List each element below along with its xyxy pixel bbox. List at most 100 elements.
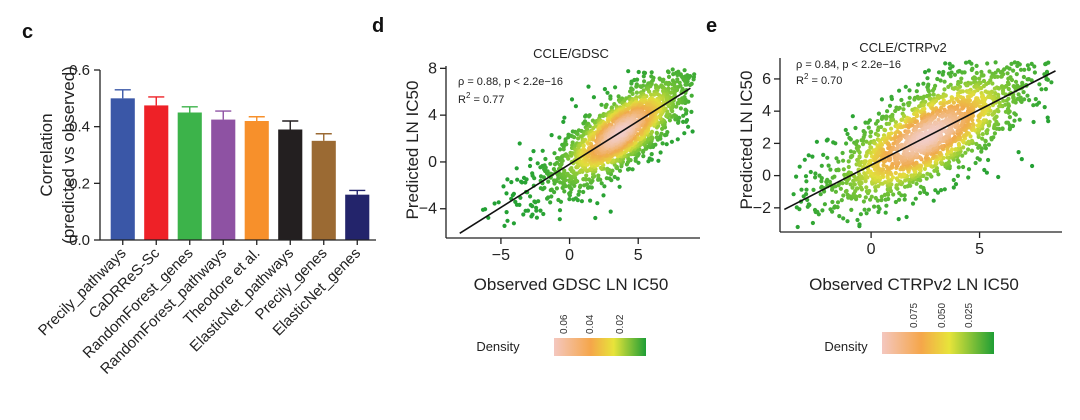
- bar-2: [177, 112, 202, 240]
- scatter-point: [1009, 77, 1015, 83]
- scatter-point: [652, 92, 657, 97]
- scatter-point: [981, 118, 987, 123]
- scatter-point: [654, 135, 659, 140]
- scatter-point: [966, 167, 972, 172]
- scatter-point: [525, 208, 531, 213]
- scatter-point: [540, 148, 545, 153]
- scatter-point: [534, 215, 540, 220]
- scatter-point: [925, 76, 930, 81]
- scatter-point: [682, 78, 687, 83]
- scatter-point: [649, 70, 654, 75]
- scatter-point: [690, 129, 695, 134]
- scatter-point: [1011, 84, 1016, 89]
- scatter-point: [822, 202, 828, 207]
- scatter-point: [907, 95, 912, 100]
- scatter-point: [592, 120, 598, 125]
- scatter-point: [970, 121, 976, 127]
- scatter-point: [598, 165, 604, 170]
- scatter-point: [878, 181, 884, 186]
- scatter-e-r2-stat: R2 = 0.70: [796, 72, 842, 87]
- scatter-point: [590, 137, 596, 142]
- scatter-point: [581, 143, 586, 148]
- scatter-point: [902, 114, 907, 119]
- scatter-point: [850, 185, 855, 190]
- scatter-point: [596, 173, 601, 178]
- scatter-point: [841, 216, 846, 221]
- scatter-point: [872, 204, 877, 209]
- scatter-point: [879, 198, 884, 203]
- scatter-point: [1032, 64, 1037, 69]
- scatter-point: [556, 197, 561, 203]
- scatter-point: [565, 171, 570, 176]
- scatter-point: [884, 164, 889, 169]
- scatter-point: [849, 154, 855, 159]
- scatter-point: [528, 157, 533, 162]
- scatter-d-legend-title: Density: [476, 339, 520, 354]
- scatter-point: [848, 182, 853, 187]
- scatter-point: [691, 77, 696, 82]
- bar-y-tick-label: 0.0: [69, 232, 90, 249]
- scatter-point: [858, 185, 864, 190]
- scatter-point: [910, 201, 916, 206]
- scatter-point: [642, 79, 647, 84]
- scatter-e-legend-colorbar: [882, 332, 994, 354]
- scatter-point: [916, 82, 921, 87]
- scatter-point: [951, 86, 957, 91]
- scatter-point: [999, 74, 1004, 79]
- scatter-point: [876, 133, 881, 138]
- scatter-point: [615, 176, 620, 181]
- scatter-point: [996, 174, 1001, 180]
- scatter-point: [613, 85, 618, 90]
- y-tick-label: 8: [428, 60, 437, 77]
- scatter-point: [640, 128, 645, 133]
- scatter-point: [917, 142, 922, 147]
- scatter-point: [856, 144, 861, 149]
- scatter-point: [654, 130, 659, 135]
- scatter-point: [943, 61, 948, 66]
- scatter-point: [890, 161, 895, 167]
- scatter-point: [914, 181, 919, 186]
- scatter-point: [528, 194, 533, 199]
- scatter-point: [983, 138, 988, 143]
- scatter-panel-e: CCLE/CTRPv2 ρ = 0.84, p < 2.2e−16 R2 = 0…: [737, 40, 1062, 354]
- scatter-point: [617, 184, 622, 189]
- scatter-point: [617, 168, 623, 173]
- scatter-point: [546, 195, 551, 200]
- y-tick-label: 6: [762, 71, 771, 88]
- scatter-point: [666, 70, 671, 75]
- scatter-point: [917, 163, 922, 168]
- scatter-point: [1012, 118, 1017, 123]
- scatter-point: [841, 158, 846, 163]
- scatter-point: [997, 104, 1002, 109]
- scatter-point: [665, 130, 670, 135]
- scatter-point: [983, 89, 988, 94]
- scatter-d-legend-tick-1: 0.06: [559, 314, 570, 334]
- scatter-point: [548, 200, 553, 205]
- bar-6: [311, 140, 336, 240]
- scatter-point: [873, 121, 879, 126]
- scatter-e-legend-tick-1: 0.075: [909, 303, 920, 328]
- scatter-point: [595, 201, 600, 206]
- scatter-point: [858, 212, 864, 217]
- scatter-point: [872, 141, 877, 146]
- scatter-point: [907, 182, 912, 188]
- y-tick-label: 4: [762, 103, 771, 120]
- scatter-point: [968, 81, 973, 86]
- scatter-point: [992, 116, 997, 121]
- scatter-point: [819, 163, 824, 168]
- scatter-point: [865, 120, 871, 125]
- scatter-point: [511, 191, 516, 196]
- scatter-point: [483, 207, 488, 212]
- bar-5: [278, 129, 303, 240]
- scatter-point: [989, 135, 994, 141]
- scatter-point: [664, 142, 669, 147]
- scatter-point: [984, 170, 990, 175]
- scatter-point: [859, 174, 864, 179]
- scatter-e-ticks: 0 5 −2 0 2 4 6: [753, 71, 984, 258]
- scatter-point: [1043, 62, 1048, 67]
- y-tick-label: 0: [428, 154, 437, 171]
- scatter-point: [951, 177, 956, 183]
- scatter-point: [810, 154, 815, 159]
- scatter-point: [573, 196, 579, 201]
- scatter-point: [840, 150, 845, 156]
